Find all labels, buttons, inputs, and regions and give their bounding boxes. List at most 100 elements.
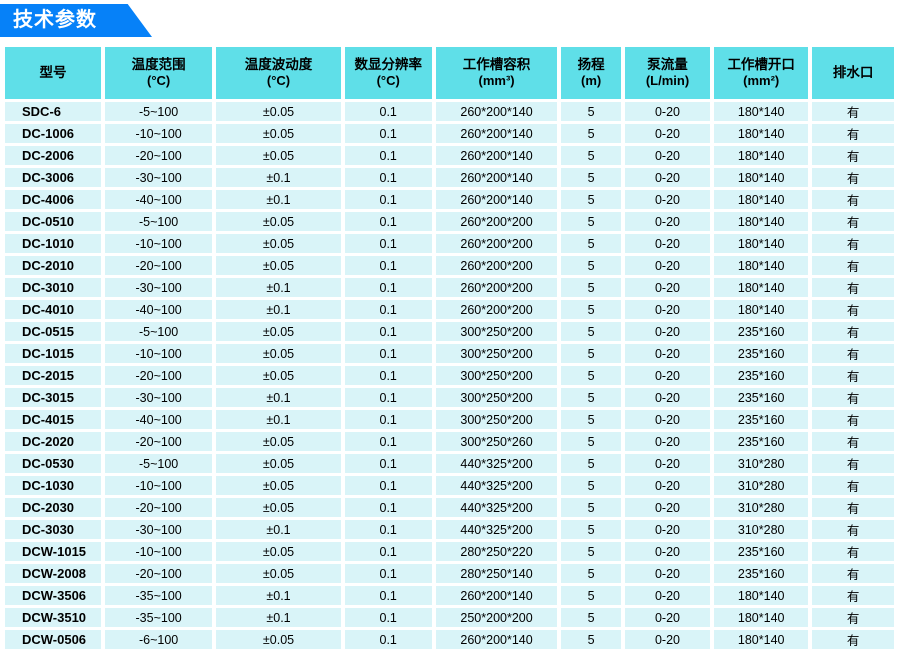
table-row: DC-3006 -30~100 ±0.1 0.1 260*200*140 5 0…: [5, 168, 894, 187]
model-cell: DC-1006: [5, 124, 101, 143]
pump-flow-cell: 0-20: [624, 190, 711, 209]
lift-cell: 5: [561, 608, 621, 627]
temp-range-cell: -40~100: [104, 190, 213, 209]
tank-opening-cell: 180*140: [714, 102, 809, 121]
temp-range-cell: -35~100: [104, 586, 213, 605]
tank-opening-cell: 235*160: [714, 542, 809, 561]
pump-flow-cell: 0-20: [624, 278, 711, 297]
table-row: DCW-3510 -35~100 ±0.1 0.1 250*200*200 5 …: [5, 608, 894, 627]
display-resolution-cell: 0.1: [344, 630, 432, 649]
tank-volume-cell: 440*325*200: [435, 454, 558, 473]
tank-opening-cell: 310*280: [714, 476, 809, 495]
tank-opening-cell: 180*140: [714, 630, 809, 649]
tank-volume-cell: 260*200*200: [435, 256, 558, 275]
temp-fluctuation-cell: ±0.1: [216, 300, 341, 319]
temp-range-cell: -20~100: [104, 432, 213, 451]
column-header: 泵流量 (L/min): [624, 47, 711, 99]
temp-fluctuation-cell: ±0.05: [216, 476, 341, 495]
lift-cell: 5: [561, 542, 621, 561]
pump-flow-cell: 0-20: [624, 454, 711, 473]
pump-flow-cell: 0-20: [624, 168, 711, 187]
tank-opening-cell: 180*140: [714, 124, 809, 143]
lift-cell: 5: [561, 388, 621, 407]
pump-flow-cell: 0-20: [624, 146, 711, 165]
temp-fluctuation-cell: ±0.05: [216, 344, 341, 363]
temp-fluctuation-cell: ±0.05: [216, 124, 341, 143]
tank-opening-cell: 235*160: [714, 322, 809, 341]
model-cell: DC-3010: [5, 278, 101, 297]
model-cell: DC-3006: [5, 168, 101, 187]
tank-volume-cell: 440*325*200: [435, 498, 558, 517]
table-row: DC-1030 -10~100 ±0.05 0.1 440*325*200 5 …: [5, 476, 894, 495]
column-header-unit: (mm²): [743, 73, 780, 89]
pump-flow-cell: 0-20: [624, 344, 711, 363]
tank-volume-cell: 260*200*140: [435, 630, 558, 649]
tank-volume-cell: 300*250*200: [435, 366, 558, 385]
tank-volume-cell: 300*250*200: [435, 410, 558, 429]
temp-range-cell: -10~100: [104, 542, 213, 561]
tank-opening-cell: 235*160: [714, 564, 809, 583]
pump-flow-cell: 0-20: [624, 388, 711, 407]
lift-cell: 5: [561, 520, 621, 539]
pump-flow-cell: 0-20: [624, 300, 711, 319]
tank-volume-cell: 440*325*200: [435, 476, 558, 495]
pump-flow-cell: 0-20: [624, 586, 711, 605]
display-resolution-cell: 0.1: [344, 586, 432, 605]
display-resolution-cell: 0.1: [344, 520, 432, 539]
temp-fluctuation-cell: ±0.1: [216, 278, 341, 297]
page-title-banner: 技术参数: [0, 4, 152, 37]
display-resolution-cell: 0.1: [344, 168, 432, 187]
lift-cell: 5: [561, 344, 621, 363]
table-row: DCW-0506 -6~100 ±0.05 0.1 260*200*140 5 …: [5, 630, 894, 649]
table-row: DC-0510 -5~100 ±0.05 0.1 260*200*200 5 0…: [5, 212, 894, 231]
table-row: DC-3030 -30~100 ±0.1 0.1 440*325*200 5 0…: [5, 520, 894, 539]
temp-fluctuation-cell: ±0.05: [216, 498, 341, 517]
pump-flow-cell: 0-20: [624, 432, 711, 451]
pump-flow-cell: 0-20: [624, 564, 711, 583]
model-cell: DC-2006: [5, 146, 101, 165]
temp-range-cell: -6~100: [104, 630, 213, 649]
tank-opening-cell: 180*140: [714, 300, 809, 319]
pump-flow-cell: 0-20: [624, 630, 711, 649]
drain-cell: 有: [812, 234, 894, 253]
tank-volume-cell: 260*200*200: [435, 300, 558, 319]
spec-table: 型号 温度范围 (°C) 温度波动度 (°C) 数显分辨率: [1, 44, 898, 650]
lift-cell: 5: [561, 366, 621, 385]
tank-opening-cell: 180*140: [714, 168, 809, 187]
model-cell: DC-1015: [5, 344, 101, 363]
tank-volume-cell: 260*200*140: [435, 146, 558, 165]
lift-cell: 5: [561, 212, 621, 231]
model-cell: DCW-0506: [5, 630, 101, 649]
table-row: DC-4010 -40~100 ±0.1 0.1 260*200*200 5 0…: [5, 300, 894, 319]
table-row: DC-1010 -10~100 ±0.05 0.1 260*200*200 5 …: [5, 234, 894, 253]
tank-opening-cell: 180*140: [714, 190, 809, 209]
temp-fluctuation-cell: ±0.1: [216, 388, 341, 407]
temp-fluctuation-cell: ±0.1: [216, 168, 341, 187]
temp-range-cell: -20~100: [104, 564, 213, 583]
display-resolution-cell: 0.1: [344, 322, 432, 341]
model-cell: DC-1030: [5, 476, 101, 495]
temp-fluctuation-cell: ±0.05: [216, 454, 341, 473]
table-row: DC-1006 -10~100 ±0.05 0.1 260*200*140 5 …: [5, 124, 894, 143]
temp-range-cell: -30~100: [104, 520, 213, 539]
tank-opening-cell: 180*140: [714, 608, 809, 627]
temp-fluctuation-cell: ±0.05: [216, 322, 341, 341]
pump-flow-cell: 0-20: [624, 608, 711, 627]
display-resolution-cell: 0.1: [344, 234, 432, 253]
model-cell: DCW-1015: [5, 542, 101, 561]
model-cell: DC-2015: [5, 366, 101, 385]
tank-opening-cell: 180*140: [714, 278, 809, 297]
drain-cell: 有: [812, 520, 894, 539]
temp-range-cell: -10~100: [104, 234, 213, 253]
temp-range-cell: -10~100: [104, 344, 213, 363]
model-cell: DC-4006: [5, 190, 101, 209]
table-row: DC-1015 -10~100 ±0.05 0.1 300*250*200 5 …: [5, 344, 894, 363]
lift-cell: 5: [561, 564, 621, 583]
drain-cell: 有: [812, 124, 894, 143]
temp-range-cell: -20~100: [104, 256, 213, 275]
tank-opening-cell: 180*140: [714, 146, 809, 165]
temp-fluctuation-cell: ±0.05: [216, 366, 341, 385]
column-header: 工作槽容积 (mm³): [435, 47, 558, 99]
lift-cell: 5: [561, 146, 621, 165]
temp-range-cell: -30~100: [104, 278, 213, 297]
